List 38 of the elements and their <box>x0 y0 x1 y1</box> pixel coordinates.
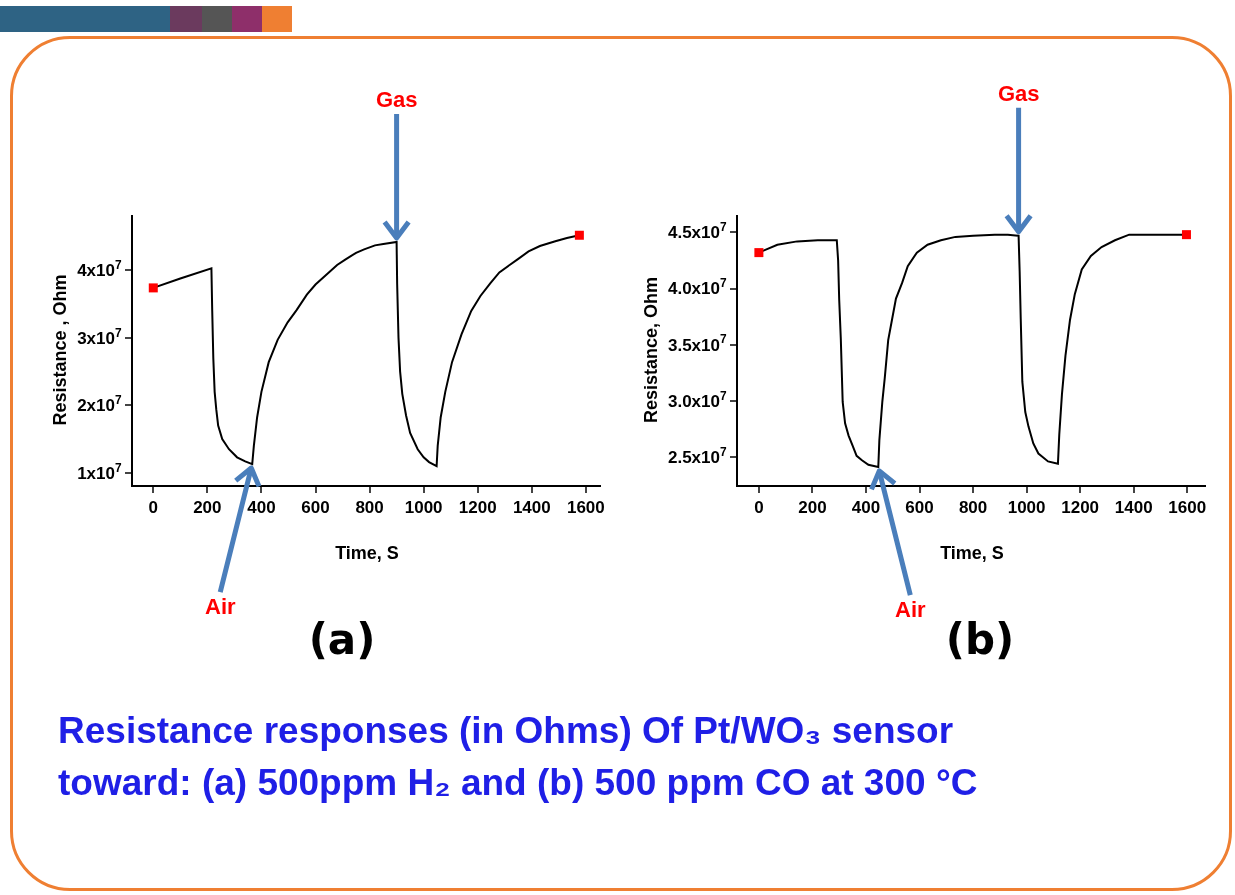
y-tick-label: 1x10$^{7}$ <box>77 460 122 483</box>
x-tick-label: 1000 <box>404 498 443 518</box>
y-axis-title: Resistance, Ohm <box>640 276 661 424</box>
x-tick-label: 0 <box>148 498 159 518</box>
x-tick-label: 600 <box>301 498 330 518</box>
y-tick-label: 4.5x10$^{7}$ <box>667 220 727 243</box>
x-tick-label: 1400 <box>1114 498 1153 518</box>
y-tick-label: 3x10$^{7}$ <box>77 325 122 348</box>
x-axis-title: Time, S <box>940 543 1004 563</box>
y-tick-label: 2.5x10$^{7}$ <box>667 444 727 467</box>
text: Resistance responses (in Ohms) Of Pt/WO₃ sensor toward: (a) 500ppm H₂ and (b) 500 ppm CO at 300 °C <box>58 709 979 805</box>
y-tick-label: 4x10$^{7}$ <box>77 258 122 281</box>
x-tick-label: 1200 <box>1061 498 1100 518</box>
x-tick-label: 1600 <box>1168 498 1207 518</box>
y-tick-label: 3.0x10$^{7}$ <box>667 388 727 411</box>
text: (b) <box>945 615 1015 664</box>
x-tick-label: 200 <box>193 498 222 518</box>
annotation: Air <box>895 597 926 622</box>
x-tick-label: 1600 <box>566 498 605 518</box>
text: (a) <box>307 615 377 664</box>
x-tick-label: 1000 <box>1007 498 1046 518</box>
x-tick-label: 600 <box>905 498 934 518</box>
y-tick-label: 2x10$^{7}$ <box>77 393 122 416</box>
annotation: Air <box>205 594 236 619</box>
annotation: Gas <box>376 87 418 112</box>
x-tick-label: 400 <box>247 498 276 518</box>
x-tick-label: 800 <box>958 498 988 518</box>
annotation: Gas <box>998 81 1040 106</box>
x-tick-label: 0 <box>754 498 764 518</box>
x-tick-label: 800 <box>355 498 384 518</box>
x-tick-label: 1400 <box>512 498 551 518</box>
x-tick-label: 1200 <box>458 498 497 518</box>
x-tick-label: 400 <box>851 498 881 518</box>
y-tick-label: 4.0x10$^{7}$ <box>667 276 727 299</box>
x-axis-title: Time, S <box>335 543 399 563</box>
y-tick-label: 3.5x10$^{7}$ <box>667 332 727 355</box>
y-axis-title: Resistance , Ohm <box>49 274 70 426</box>
x-tick-label: 200 <box>798 498 827 518</box>
